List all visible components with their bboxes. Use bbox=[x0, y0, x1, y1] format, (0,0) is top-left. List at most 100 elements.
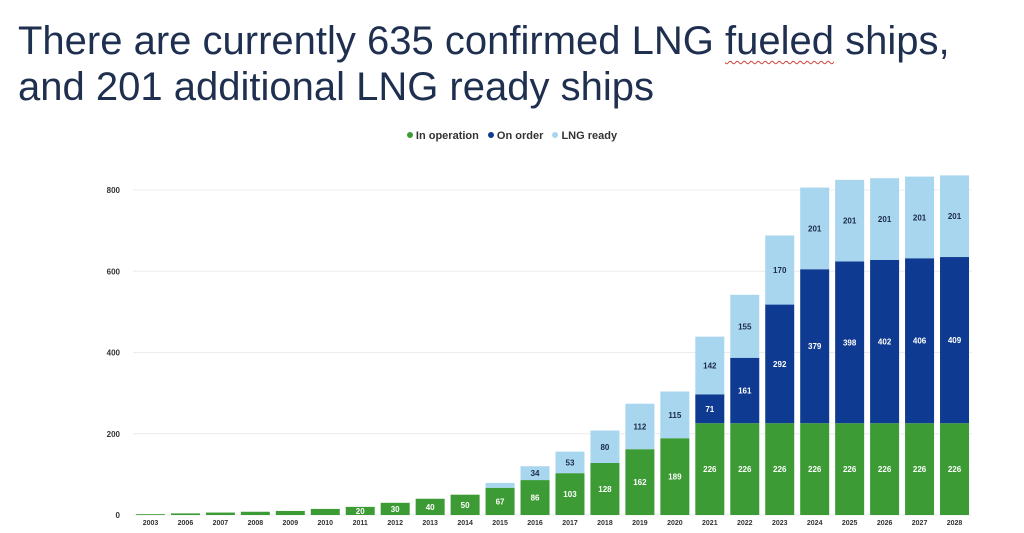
data-label-2028-on-order: 409 bbox=[948, 336, 962, 345]
x-tick-label-2026: 2026 bbox=[877, 520, 893, 527]
bar-2023-in-operation bbox=[765, 423, 795, 515]
bar-2015-lng-ready bbox=[485, 482, 515, 488]
bar-2011-in-operation bbox=[345, 506, 375, 515]
title-line-1-start: There are currently 635 confirmed LNG bbox=[18, 19, 725, 63]
y-tick-label-800: 800 bbox=[107, 186, 121, 195]
bar-2026-on-order bbox=[870, 259, 900, 424]
x-tick-label-2025: 2025 bbox=[842, 520, 858, 527]
bar-2028-on-order bbox=[940, 257, 970, 424]
chart-legend: In operation On order LNG ready bbox=[0, 130, 1024, 142]
bar-2018-lng-ready bbox=[590, 430, 620, 463]
data-label-2013-in-operation: 40 bbox=[426, 503, 435, 512]
data-label-2023-in-operation: 226 bbox=[773, 465, 787, 474]
data-label-2015-in-operation: 67 bbox=[496, 497, 505, 506]
x-tick-label-2024: 2024 bbox=[807, 520, 823, 527]
legend-item-lng-ready: LNG ready bbox=[552, 130, 617, 142]
bar-2016-in-operation bbox=[520, 480, 550, 515]
bar-2007-in-operation bbox=[205, 512, 235, 515]
bar-2017-in-operation bbox=[555, 473, 585, 515]
bar-2022-lng-ready bbox=[730, 294, 760, 358]
bar-2028-lng-ready bbox=[940, 175, 970, 258]
data-label-2021-in-operation: 226 bbox=[703, 465, 717, 474]
data-label-2021-lng-ready: 142 bbox=[703, 362, 717, 371]
bar-2028-in-operation bbox=[940, 423, 970, 515]
data-label-2024-in-operation: 226 bbox=[808, 465, 822, 474]
bar-2026-lng-ready bbox=[870, 178, 900, 260]
x-tick-label-2027: 2027 bbox=[912, 520, 928, 527]
bar-2021-in-operation bbox=[695, 423, 725, 515]
bar-2027-in-operation bbox=[905, 423, 935, 515]
bar-2012-in-operation bbox=[380, 502, 410, 515]
bar-2026-in-operation bbox=[870, 423, 900, 515]
x-tick-label-2012: 2012 bbox=[387, 520, 403, 527]
bar-2019-in-operation bbox=[625, 449, 655, 515]
data-label-2012-in-operation: 30 bbox=[391, 505, 400, 514]
data-label-2020-lng-ready: 115 bbox=[668, 411, 681, 420]
y-tick-label-600: 600 bbox=[107, 267, 121, 276]
data-label-2023-lng-ready: 170 bbox=[773, 266, 787, 275]
x-tick-label-2017: 2017 bbox=[562, 520, 578, 527]
data-label-2026-in-operation: 226 bbox=[878, 465, 892, 474]
bar-2025-lng-ready bbox=[835, 179, 865, 262]
data-label-2019-lng-ready: 112 bbox=[633, 422, 646, 431]
data-label-2017-in-operation: 103 bbox=[563, 490, 577, 499]
y-tick-label-400: 400 bbox=[107, 349, 121, 358]
bar-2023-on-order bbox=[765, 304, 795, 424]
data-label-2024-lng-ready: 201 bbox=[808, 224, 822, 233]
x-tick-label-2028: 2028 bbox=[947, 520, 963, 527]
data-label-2018-in-operation: 128 bbox=[598, 485, 612, 494]
title-line-1: There are currently 635 confirmed LNG fu… bbox=[18, 18, 1018, 64]
bar-2027-lng-ready bbox=[905, 176, 935, 259]
data-label-2027-lng-ready: 201 bbox=[913, 213, 927, 222]
data-label-2022-on-order: 161 bbox=[738, 386, 752, 395]
x-tick-label-2020: 2020 bbox=[667, 520, 683, 527]
bar-2024-on-order bbox=[800, 269, 830, 424]
slide-title: There are currently 635 confirmed LNG fu… bbox=[18, 18, 1018, 110]
data-label-2018-lng-ready: 80 bbox=[600, 443, 609, 452]
data-label-2025-on-order: 398 bbox=[843, 338, 857, 347]
x-tick-label-2019: 2019 bbox=[632, 520, 648, 527]
data-label-2027-on-order: 406 bbox=[913, 337, 927, 346]
bar-2025-in-operation bbox=[835, 423, 865, 515]
bar-2014-in-operation bbox=[450, 494, 480, 515]
y-tick-label-200: 200 bbox=[107, 430, 121, 439]
bar-2018-in-operation bbox=[590, 463, 620, 515]
title-spellcheck-word: fueled bbox=[724, 19, 834, 63]
data-label-2020-in-operation: 189 bbox=[668, 473, 682, 482]
bar-2013-in-operation bbox=[415, 498, 445, 515]
data-label-2026-lng-ready: 201 bbox=[878, 215, 892, 224]
bar-2021-on-order bbox=[695, 394, 725, 424]
x-tick-label-2006: 2006 bbox=[178, 520, 194, 527]
bar-2009-in-operation bbox=[275, 510, 305, 515]
y-tick-label-0: 0 bbox=[116, 511, 121, 520]
x-tick-label-2014: 2014 bbox=[457, 520, 473, 527]
bar-2027-on-order bbox=[905, 258, 935, 424]
bar-2015-in-operation bbox=[485, 487, 515, 515]
data-label-2011-in-operation: 20 bbox=[356, 507, 365, 516]
x-tick-label-2009: 2009 bbox=[283, 520, 299, 527]
bar-2024-in-operation bbox=[800, 423, 830, 515]
title-line-1-end: ships, bbox=[833, 19, 950, 63]
x-tick-label-2015: 2015 bbox=[492, 520, 508, 527]
bar-2016-lng-ready bbox=[520, 466, 550, 481]
legend-label-lng-ready: LNG ready bbox=[561, 130, 618, 142]
bar-2020-in-operation bbox=[660, 438, 690, 515]
x-tick-label-2016: 2016 bbox=[527, 520, 543, 527]
data-label-2027-in-operation: 226 bbox=[913, 465, 927, 474]
bar-2020-lng-ready bbox=[660, 391, 690, 439]
bar-2025-on-order bbox=[835, 261, 865, 424]
data-label-2026-on-order: 402 bbox=[878, 338, 892, 347]
x-tick-label-2021: 2021 bbox=[702, 520, 718, 527]
legend-swatch-in-operation bbox=[406, 132, 413, 138]
x-tick-label-2011: 2011 bbox=[353, 520, 368, 527]
data-label-2022-in-operation: 226 bbox=[738, 465, 752, 474]
legend-item-in-operation: In operation bbox=[406, 130, 479, 142]
x-tick-label-2023: 2023 bbox=[772, 520, 788, 527]
data-label-2025-lng-ready: 201 bbox=[843, 217, 857, 226]
x-tick-label-2022: 2022 bbox=[737, 520, 753, 527]
bar-2019-lng-ready bbox=[625, 403, 655, 450]
data-label-2028-lng-ready: 201 bbox=[948, 212, 962, 221]
x-tick-label-2013: 2013 bbox=[422, 520, 438, 527]
data-label-2014-in-operation: 50 bbox=[461, 501, 470, 510]
